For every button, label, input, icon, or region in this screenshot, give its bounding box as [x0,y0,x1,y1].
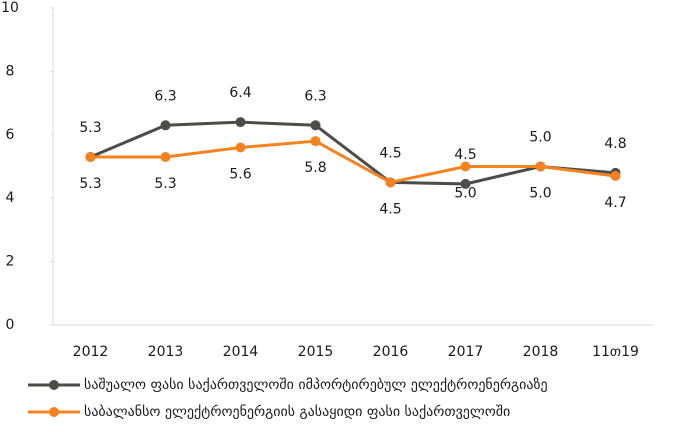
legend-label: საბალანსო ელექტროენერგიის გასაყიდი ფასი … [84,403,510,420]
y-tick-label: 6 [6,127,15,143]
data-label: 5.0 [529,130,551,146]
y-tick-label: 4 [6,190,15,206]
data-label: 6.3 [304,88,326,104]
x-tick-label: 2012 [73,344,109,360]
point [85,151,96,162]
data-label: 4.7 [604,195,626,211]
point [310,120,321,131]
point [460,161,471,172]
point [535,161,546,172]
data-label: 5.0 [454,186,476,202]
data-label: 5.6 [229,166,251,182]
data-label: 5.0 [529,186,551,202]
legend-marker [49,407,59,417]
point [235,142,246,153]
data-label: 4.5 [379,145,401,161]
x-tick-label: 2013 [148,344,184,360]
y-tick-label: 0 [6,317,15,333]
legend-label: საშუალო ფასი საქართველოში იმპორტირებულ ე… [84,376,548,393]
x-tick-label: 2015 [298,344,334,360]
y-tick-label: 10 [1,0,19,16]
data-label: 5.3 [79,120,101,136]
x-tick-label: 2014 [223,344,259,360]
point [385,177,396,188]
legend-marker [49,380,59,390]
x-tick-label: 11თ19 [592,344,639,360]
series-line [89,120,616,186]
y-tick-label: 2 [6,254,15,270]
data-label: 5.3 [154,176,176,192]
data-label: 4.5 [379,201,401,217]
point [460,178,471,189]
data-label: 5.3 [79,176,101,192]
data-label: 6.4 [229,85,251,101]
point [160,151,171,162]
data-label: 6.3 [154,88,176,104]
y-tick-label: 8 [6,63,15,79]
x-tick-label: 2016 [373,344,409,360]
data-label: 4.8 [604,136,626,152]
x-tick-label: 2017 [448,344,484,360]
point [310,136,321,147]
point [610,171,621,182]
data-label: 4.5 [454,147,476,163]
data-label: 5.8 [304,160,326,176]
point [235,117,246,128]
series-line [90,139,616,184]
x-tick-label: 2018 [523,344,559,360]
point [160,120,171,131]
